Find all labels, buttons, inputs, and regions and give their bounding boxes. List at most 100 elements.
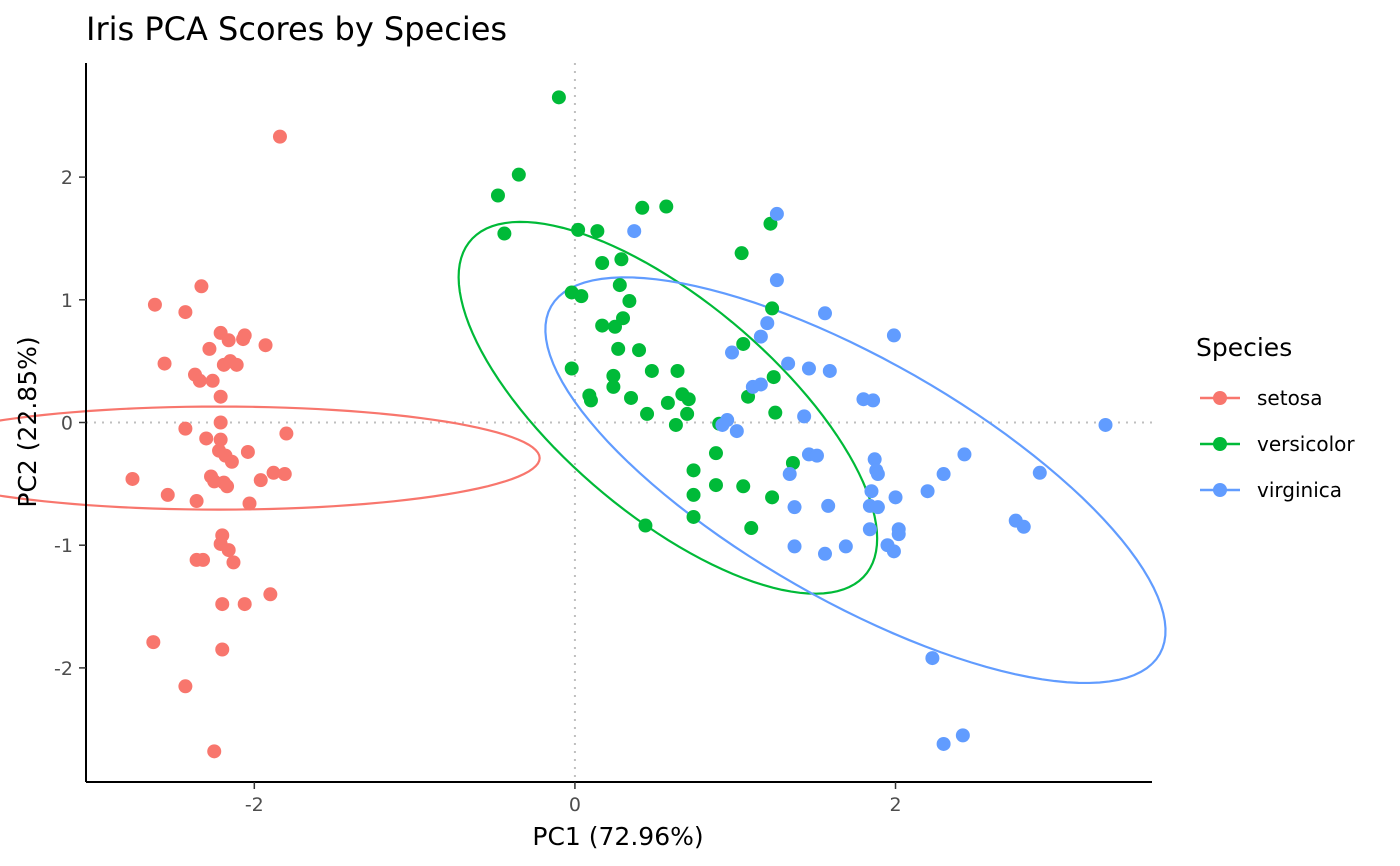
ellipse-versicolor bbox=[457, 220, 879, 595]
point-setosa bbox=[160, 487, 175, 502]
point-versicolor bbox=[736, 336, 751, 351]
point-setosa bbox=[226, 555, 241, 570]
point-versicolor bbox=[635, 200, 650, 215]
point-versicolor bbox=[785, 455, 800, 470]
point-virginica bbox=[715, 417, 730, 432]
point-virginica bbox=[809, 448, 824, 463]
point-virginica bbox=[769, 206, 784, 221]
point-virginica bbox=[864, 484, 879, 499]
point-virginica bbox=[886, 544, 901, 559]
point-versicolor bbox=[583, 393, 598, 408]
point-setosa bbox=[221, 543, 236, 558]
point-virginica bbox=[920, 484, 935, 499]
point-versicolor bbox=[511, 167, 526, 182]
legend-key-point bbox=[1213, 391, 1227, 405]
legend: Species setosa versicolor virginica bbox=[1196, 333, 1355, 502]
point-virginica bbox=[817, 306, 832, 321]
x-tick-label: 2 bbox=[889, 794, 901, 816]
legend-item-setosa: setosa bbox=[1200, 386, 1322, 410]
point-setosa bbox=[178, 421, 193, 436]
point-virginica bbox=[936, 736, 951, 751]
point-virginica bbox=[870, 467, 885, 482]
point-virginica bbox=[925, 651, 940, 666]
x-tick-label: 0 bbox=[569, 794, 581, 816]
point-setosa bbox=[192, 373, 207, 388]
point-virginica bbox=[870, 500, 885, 515]
point-versicolor bbox=[638, 518, 653, 533]
point-virginica bbox=[782, 467, 797, 482]
point-virginica bbox=[797, 409, 812, 424]
point-versicolor bbox=[571, 222, 586, 237]
point-virginica bbox=[886, 328, 901, 343]
point-virginica bbox=[866, 393, 881, 408]
point-setosa bbox=[258, 338, 273, 353]
point-versicolor bbox=[686, 487, 701, 502]
legend-items: setosa versicolor virginica bbox=[1200, 386, 1355, 502]
point-versicolor bbox=[708, 478, 723, 493]
point-virginica bbox=[729, 424, 744, 439]
point-versicolor bbox=[590, 224, 605, 239]
point-versicolor bbox=[611, 341, 626, 356]
point-setosa bbox=[236, 332, 251, 347]
y-tick-label: 1 bbox=[61, 290, 73, 312]
point-versicolor bbox=[736, 479, 751, 494]
y-axis-title: PC2 (22.85%) bbox=[13, 336, 42, 507]
legend-item-virginica: virginica bbox=[1200, 478, 1342, 502]
point-setosa bbox=[240, 444, 255, 459]
point-setosa bbox=[199, 431, 214, 446]
point-setosa bbox=[229, 357, 244, 372]
point-versicolor bbox=[622, 294, 637, 309]
point-setosa bbox=[194, 279, 209, 294]
point-versicolor bbox=[632, 343, 647, 358]
point-setosa bbox=[196, 552, 211, 567]
point-virginica bbox=[936, 467, 951, 482]
point-versicolor bbox=[765, 490, 780, 505]
point-versicolor bbox=[744, 521, 759, 536]
point-virginica bbox=[822, 363, 837, 378]
point-versicolor bbox=[564, 361, 579, 376]
point-virginica bbox=[753, 329, 768, 344]
point-virginica bbox=[1016, 519, 1031, 534]
point-setosa bbox=[277, 467, 292, 482]
point-setosa bbox=[242, 496, 257, 511]
point-virginica bbox=[769, 273, 784, 288]
point-setosa bbox=[220, 479, 235, 494]
point-versicolor bbox=[551, 90, 566, 105]
point-setosa bbox=[207, 744, 222, 759]
point-setosa bbox=[221, 333, 236, 348]
point-setosa bbox=[213, 432, 228, 447]
point-versicolor bbox=[708, 446, 723, 461]
point-virginica bbox=[838, 539, 853, 554]
point-virginica bbox=[955, 728, 970, 743]
point-virginica bbox=[753, 377, 768, 392]
ellipse-setosa bbox=[0, 405, 541, 511]
point-virginica bbox=[891, 527, 906, 542]
data-points bbox=[125, 90, 1113, 759]
point-versicolor bbox=[612, 278, 627, 293]
point-versicolor bbox=[681, 392, 696, 407]
point-setosa bbox=[178, 305, 193, 320]
point-versicolor bbox=[595, 318, 610, 333]
point-versicolor bbox=[686, 463, 701, 478]
point-setosa bbox=[147, 297, 162, 312]
point-versicolor bbox=[668, 417, 683, 432]
point-versicolor bbox=[686, 509, 701, 524]
x-axis-ticks: -2 0 2 bbox=[245, 782, 902, 816]
ellipse-virginica bbox=[544, 276, 1167, 685]
point-virginica bbox=[787, 539, 802, 554]
point-versicolor bbox=[640, 406, 655, 421]
point-virginica bbox=[867, 452, 882, 467]
point-versicolor bbox=[624, 390, 639, 405]
point-virginica bbox=[760, 316, 775, 331]
point-versicolor bbox=[680, 406, 695, 421]
point-virginica bbox=[862, 522, 877, 537]
point-virginica bbox=[1098, 417, 1113, 432]
point-versicolor bbox=[606, 379, 621, 394]
y-axis-ticks: -2 -1 0 1 2 bbox=[54, 167, 86, 680]
y-tick-label: 2 bbox=[61, 167, 73, 189]
point-setosa bbox=[279, 426, 294, 441]
point-virginica bbox=[787, 500, 802, 515]
point-setosa bbox=[263, 587, 278, 602]
legend-key-point bbox=[1213, 483, 1227, 497]
legend-label: versicolor bbox=[1257, 432, 1355, 456]
